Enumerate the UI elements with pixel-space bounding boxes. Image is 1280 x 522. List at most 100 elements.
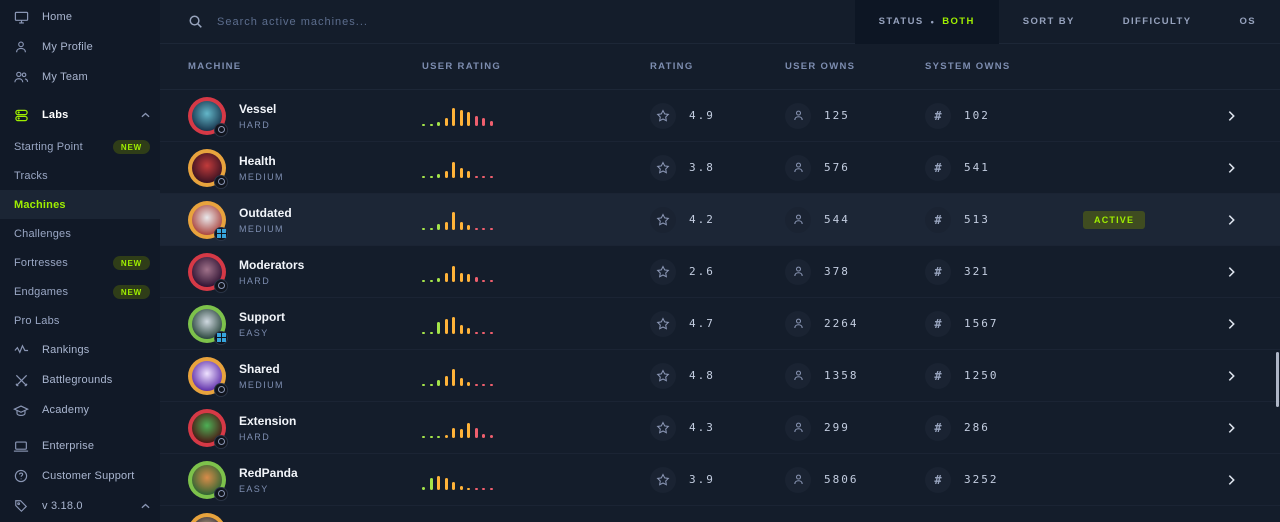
rating-value: 4.7	[689, 317, 715, 330]
linux-os-badge-icon	[214, 382, 228, 397]
user-rating-histogram	[422, 418, 497, 438]
machine-row[interactable]: Vessel HARD 4.9 125 #102	[160, 90, 1280, 142]
sidebar-item-labs[interactable]: Labs	[0, 98, 160, 132]
chevron-right-icon[interactable]	[1228, 266, 1235, 278]
chevron-right-icon[interactable]	[1228, 162, 1235, 174]
star-icon	[650, 154, 676, 181]
laptop-icon	[13, 438, 29, 454]
sidebar-item-rankings[interactable]: Rankings	[0, 335, 160, 365]
user-rating-cell	[422, 106, 650, 126]
machine-difficulty: EASY	[239, 483, 269, 494]
sidebar-item-challenges[interactable]: Challenges	[0, 219, 160, 248]
user-owns-value: 544	[824, 213, 850, 226]
rating-bar	[459, 109, 463, 126]
sidebar-item-fortresses[interactable]: Fortresses NEW	[0, 248, 160, 277]
person-icon	[785, 466, 811, 493]
sidebar-item-my-team[interactable]: My Team	[0, 62, 160, 92]
hash-icon: #	[925, 310, 951, 337]
column-header-system-owns: SYSTEM OWNS	[925, 61, 1011, 72]
search-bar[interactable]	[188, 14, 855, 29]
star-icon	[650, 466, 676, 493]
sidebar-item-endgames[interactable]: Endgames NEW	[0, 277, 160, 306]
windows-os-badge-icon	[214, 226, 228, 241]
column-header-user-rating: USER RATING	[422, 61, 502, 72]
machine-cell: Extension HARD	[188, 408, 422, 449]
machine-row[interactable]	[160, 506, 1280, 522]
rating-bar	[474, 331, 478, 334]
sidebar-item-academy[interactable]: Academy	[0, 395, 160, 425]
rating-bar	[482, 175, 485, 178]
difficulty-filter-button[interactable]: DIFFICULTY	[1099, 0, 1216, 44]
machine-row[interactable]: Outdated MEDIUM 4.2 544 #513 ACTIVE	[160, 194, 1280, 246]
user-owns-cell: 2264	[785, 310, 925, 337]
sidebar-item-my-profile[interactable]: My Profile	[0, 32, 160, 62]
search-input[interactable]	[217, 15, 537, 28]
rating-bar	[422, 331, 425, 334]
machine-difficulty: EASY	[239, 327, 269, 338]
star-icon	[650, 102, 676, 129]
status-filter-label: STATUS	[878, 16, 924, 27]
sidebar-item-enterprise[interactable]: Enterprise	[0, 431, 160, 461]
sort-by-button[interactable]: SORT BY	[999, 0, 1099, 44]
sidebar-item-machines[interactable]: Machines	[0, 190, 160, 219]
rating-bar	[452, 481, 455, 490]
linux-os-badge-icon	[214, 174, 228, 189]
chevron-right-icon[interactable]	[1228, 110, 1235, 122]
scrollbar-thumb[interactable]	[1276, 352, 1279, 407]
chevron-right-icon[interactable]	[1228, 214, 1235, 226]
rating-bar	[444, 170, 448, 178]
sidebar-item-pro-labs[interactable]: Pro Labs	[0, 306, 160, 335]
sidebar-item-label: My Profile	[42, 41, 93, 53]
machine-row[interactable]: Moderators HARD 2.6 378 #321	[160, 246, 1280, 298]
rating-bar	[482, 331, 485, 334]
machine-row[interactable]: Health MEDIUM 3.8 576 #541	[160, 142, 1280, 194]
machine-row[interactable]: Shared MEDIUM 4.8 1358 #1250	[160, 350, 1280, 402]
machine-name: Extension	[239, 413, 297, 428]
rating-bar	[437, 173, 440, 178]
machine-name: Vessel	[239, 101, 277, 116]
user-rating-cell	[422, 158, 650, 178]
rating-bar	[452, 107, 455, 126]
sidebar-item-label: Rankings	[42, 344, 90, 356]
machine-cell	[188, 512, 422, 522]
rating-bar	[422, 486, 425, 490]
machine-row[interactable]: Extension HARD 4.3 299 #286	[160, 402, 1280, 454]
sidebar-item-home[interactable]: Home	[0, 2, 160, 32]
machine-row[interactable]: RedPanda EASY 3.9 5806 #3252	[160, 454, 1280, 506]
rating-bar	[474, 487, 478, 490]
user-rating-cell	[422, 418, 650, 438]
status-filter-value: BOTH	[942, 16, 975, 27]
machine-difficulty: HARD	[239, 431, 271, 442]
machine-difficulty: MEDIUM	[239, 171, 284, 182]
user-owns-value: 299	[824, 421, 850, 434]
chevron-right-icon[interactable]	[1228, 422, 1235, 434]
sidebar-item-starting-point[interactable]: Starting Point NEW	[0, 132, 160, 161]
rating-value: 4.2	[689, 213, 715, 226]
sidebar-item-tracks[interactable]: Tracks	[0, 161, 160, 190]
main-content: STATUS • BOTH SORT BY DIFFICULTY OS MACH…	[160, 0, 1280, 522]
rating-bar	[422, 123, 425, 126]
person-icon	[785, 414, 811, 441]
person-icon	[785, 206, 811, 233]
rating-bar	[444, 221, 448, 230]
system-owns-value: 321	[964, 265, 990, 278]
status-filter-button[interactable]: STATUS • BOTH	[854, 0, 999, 44]
sidebar-item-customer-support[interactable]: Customer Support	[0, 461, 160, 491]
rating-value: 3.8	[689, 161, 715, 174]
hash-icon: #	[925, 206, 951, 233]
rating-bar	[474, 175, 478, 178]
machine-row[interactable]: Support EASY 4.7 2264 #1567	[160, 298, 1280, 350]
machine-avatar	[188, 304, 228, 345]
person-icon	[785, 154, 811, 181]
chevron-right-icon[interactable]	[1228, 318, 1235, 330]
rating-bar	[459, 485, 463, 490]
chevron-right-icon[interactable]	[1228, 370, 1235, 382]
sidebar-item-label: Enterprise	[42, 440, 95, 452]
rating-bar	[467, 273, 470, 282]
status-filter-separator: •	[930, 16, 936, 27]
sidebar-item-v-3-18-0[interactable]: v 3.18.0	[0, 491, 160, 521]
filter-buttons: STATUS • BOTH SORT BY DIFFICULTY OS	[854, 0, 1280, 44]
os-filter-button[interactable]: OS	[1215, 0, 1280, 44]
sidebar-item-battlegrounds[interactable]: Battlegrounds	[0, 365, 160, 395]
chevron-right-icon[interactable]	[1228, 474, 1235, 486]
